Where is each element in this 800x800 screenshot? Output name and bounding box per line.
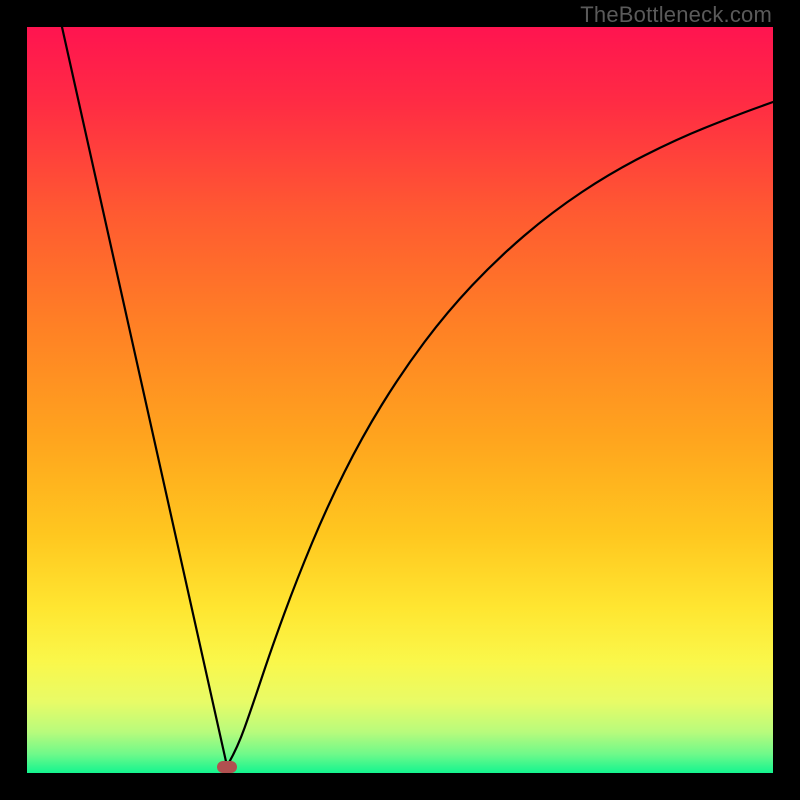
bottleneck-curve: [27, 27, 773, 773]
chart-frame: TheBottleneck.com: [0, 0, 800, 800]
minimum-marker: [217, 761, 237, 773]
watermark-text: TheBottleneck.com: [580, 2, 772, 28]
plot-area: [27, 27, 773, 773]
